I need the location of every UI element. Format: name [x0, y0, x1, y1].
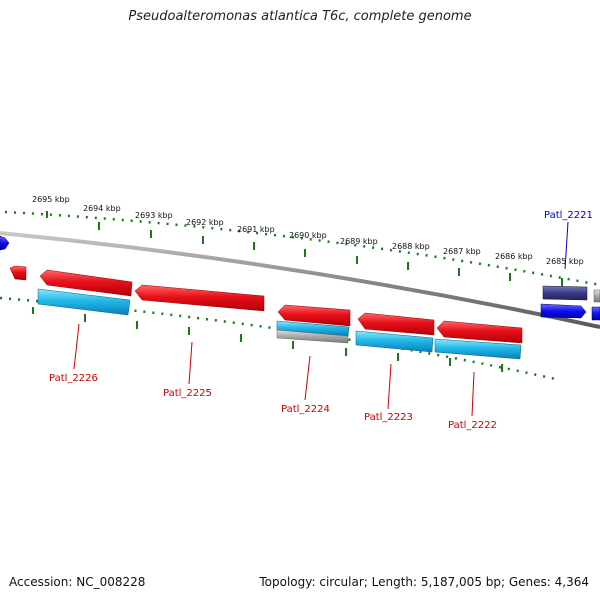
hit-feature[interactable]: [355, 330, 434, 353]
hit-feature[interactable]: [434, 338, 522, 360]
tick-label: 2690 kbp: [289, 231, 327, 240]
forward-strand-features: [9, 265, 523, 344]
hit-feature[interactable]: [37, 288, 131, 316]
tick-label: 2692 kbp: [186, 218, 224, 227]
cds-feature[interactable]: [357, 312, 435, 336]
gene-leader-lines: [73, 221, 569, 417]
gene-label-patl-2226[interactable]: Patl_2226: [49, 373, 98, 384]
scale-labels: 2695 kbp 2694 kbp 2693 kbp 2692 kbp 2691…: [32, 195, 584, 266]
gene-label-patl-2221[interactable]: Patl_2221: [544, 210, 593, 221]
cds-feature[interactable]: [591, 306, 600, 321]
accession-info: Accession: NC_008228: [9, 575, 146, 589]
cds-feature[interactable]: [277, 304, 351, 327]
tick-label: 2687 kbp: [443, 247, 481, 256]
cds-feature[interactable]: [0, 235, 10, 251]
cds-feature[interactable]: [540, 303, 587, 319]
cds-feature[interactable]: [436, 320, 523, 344]
genome-stats: Topology: circular; Length: 5,187,005 bp…: [259, 575, 589, 589]
outer-scale-dots: [4, 210, 600, 287]
gene-label-patl-2223[interactable]: Patl_2223: [364, 412, 413, 423]
tick-label: 2691 kbp: [237, 225, 275, 234]
tick-label: 2693 kbp: [135, 211, 173, 220]
gene-label-patl-2224[interactable]: Patl_2224: [281, 404, 330, 415]
cds-feature[interactable]: [134, 284, 265, 312]
patl-2221-features: [0, 235, 600, 321]
genome-backbone: [0, 231, 600, 329]
tick-label: 2688 kbp: [392, 242, 430, 251]
gene-labels: Patl_2226 Patl_2225 Patl_2224 Patl_2223 …: [49, 210, 593, 431]
gene-label-patl-2225[interactable]: Patl_2225: [163, 388, 212, 399]
cds-feature[interactable]: [9, 265, 27, 281]
cds-feature[interactable]: [542, 285, 588, 301]
reverse-strand-features: [37, 288, 522, 360]
tick-label: 2694 kbp: [83, 204, 121, 213]
tick-label: 2695 kbp: [32, 195, 70, 204]
tick-label: 2686 kbp: [495, 252, 533, 261]
tick-label: 2689 kbp: [340, 237, 378, 246]
cds-feature[interactable]: [39, 269, 133, 297]
inner-major-ticks: [32, 307, 503, 372]
tick-label: 2685 kbp: [546, 257, 584, 266]
gene-label-patl-2222[interactable]: Patl_2222: [448, 420, 497, 431]
cds-feature[interactable]: [593, 289, 600, 303]
page-title: Pseudoalteromonas atlantica T6c, complet…: [128, 9, 472, 24]
outer-major-ticks: [46, 211, 563, 286]
hit-feature[interactable]: [276, 329, 349, 344]
